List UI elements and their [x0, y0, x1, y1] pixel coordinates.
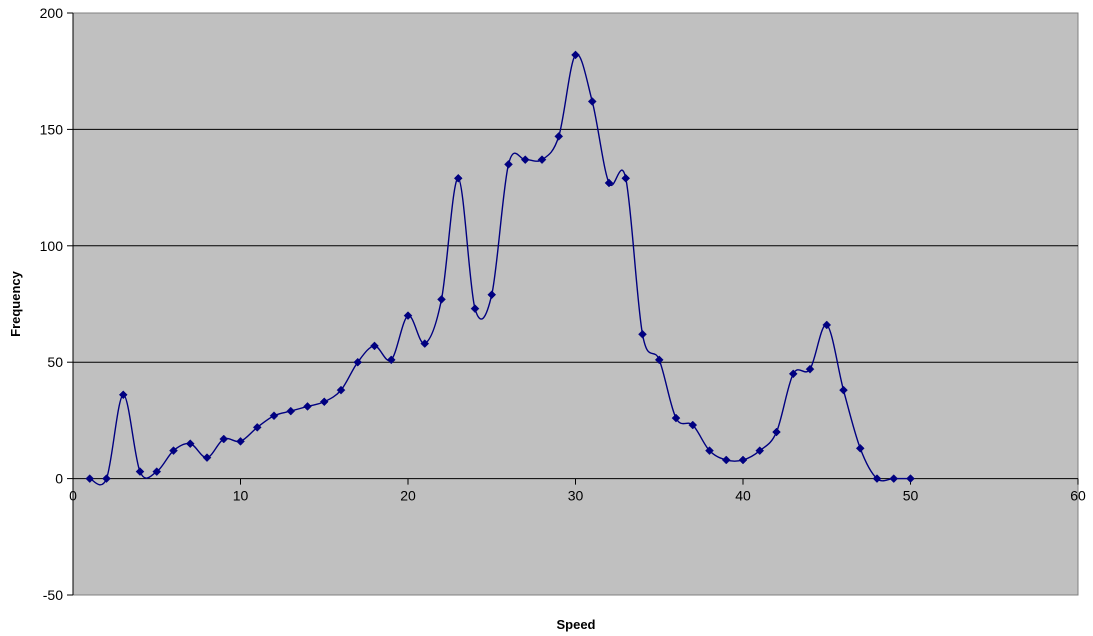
data-point-marker	[889, 474, 899, 483]
data-point-marker	[370, 341, 379, 351]
x-tick-label: 0	[69, 488, 77, 504]
data-point-marker	[437, 294, 446, 304]
y-axis-title: Frequency	[8, 270, 23, 337]
data-point-marker	[487, 290, 497, 300]
data-point-marker	[420, 339, 430, 348]
data-point-marker	[403, 311, 413, 320]
data-point-marker	[185, 439, 195, 449]
series-group	[85, 50, 915, 486]
data-point-marker	[571, 50, 580, 60]
data-point-marker	[688, 420, 698, 430]
x-tick-label: 30	[568, 488, 584, 504]
data-point-marker	[219, 434, 229, 444]
data-point-marker	[654, 355, 664, 365]
y-tick-label: -50	[43, 587, 63, 603]
x-tick-label: 10	[233, 488, 249, 504]
data-point-marker	[286, 406, 296, 416]
data-point-marker	[336, 385, 346, 395]
x-tick-label: 40	[735, 488, 751, 504]
data-point-marker	[671, 413, 681, 423]
data-point-marker	[236, 436, 245, 446]
data-point-marker	[855, 443, 865, 453]
data-point-marker	[906, 474, 915, 483]
data-point-marker	[169, 446, 178, 456]
data-point-marker	[537, 155, 547, 165]
data-point-marker	[554, 132, 564, 141]
data-point-marker	[621, 173, 631, 183]
data-point-marker	[520, 155, 530, 165]
data-point-marker	[135, 467, 145, 476]
y-tick-label: 150	[40, 121, 64, 137]
y-tick-label: 50	[47, 354, 63, 370]
data-point-marker	[638, 329, 647, 339]
data-point-marker	[202, 453, 212, 463]
data-point-marker	[470, 304, 480, 314]
data-point-marker	[755, 446, 765, 456]
data-point-marker	[252, 423, 262, 432]
data-point-marker	[705, 446, 714, 456]
data-point-marker	[772, 427, 781, 437]
y-tick-label: 200	[40, 5, 64, 21]
data-point-marker	[788, 369, 798, 379]
x-tick-label: 50	[903, 488, 919, 504]
data-point-marker	[805, 364, 815, 374]
y-tick-labels: -50 0 50 100 150 200	[40, 5, 64, 603]
data-point-marker	[269, 411, 279, 421]
plot-area	[72, 12, 1079, 596]
data-point-marker	[738, 455, 748, 465]
data-point-marker	[721, 455, 731, 465]
y-tick-label: 100	[40, 238, 64, 254]
data-point-marker	[453, 173, 463, 183]
x-tick-label: 60	[1070, 488, 1086, 504]
data-point-marker	[353, 357, 363, 367]
data-point-marker	[822, 320, 832, 330]
data-point-marker	[152, 467, 162, 476]
data-point-marker	[604, 178, 614, 188]
data-point-marker	[118, 390, 128, 400]
x-tick-labels: 0 10 20 30 40 50 60	[69, 488, 1086, 504]
x-tick-label: 20	[400, 488, 416, 504]
data-point-marker	[303, 402, 312, 411]
data-point-marker	[872, 474, 882, 483]
y-tick-label: 0	[55, 471, 63, 487]
x-axis-title: Speed	[556, 617, 595, 632]
data-point-marker	[386, 355, 396, 365]
data-point-marker	[839, 385, 848, 395]
data-point-marker	[85, 474, 95, 483]
data-point-marker	[319, 397, 329, 407]
gridlines	[73, 128, 1078, 363]
data-point-marker	[504, 159, 513, 169]
data-point-marker	[587, 97, 597, 106]
data-point-marker	[102, 474, 111, 483]
